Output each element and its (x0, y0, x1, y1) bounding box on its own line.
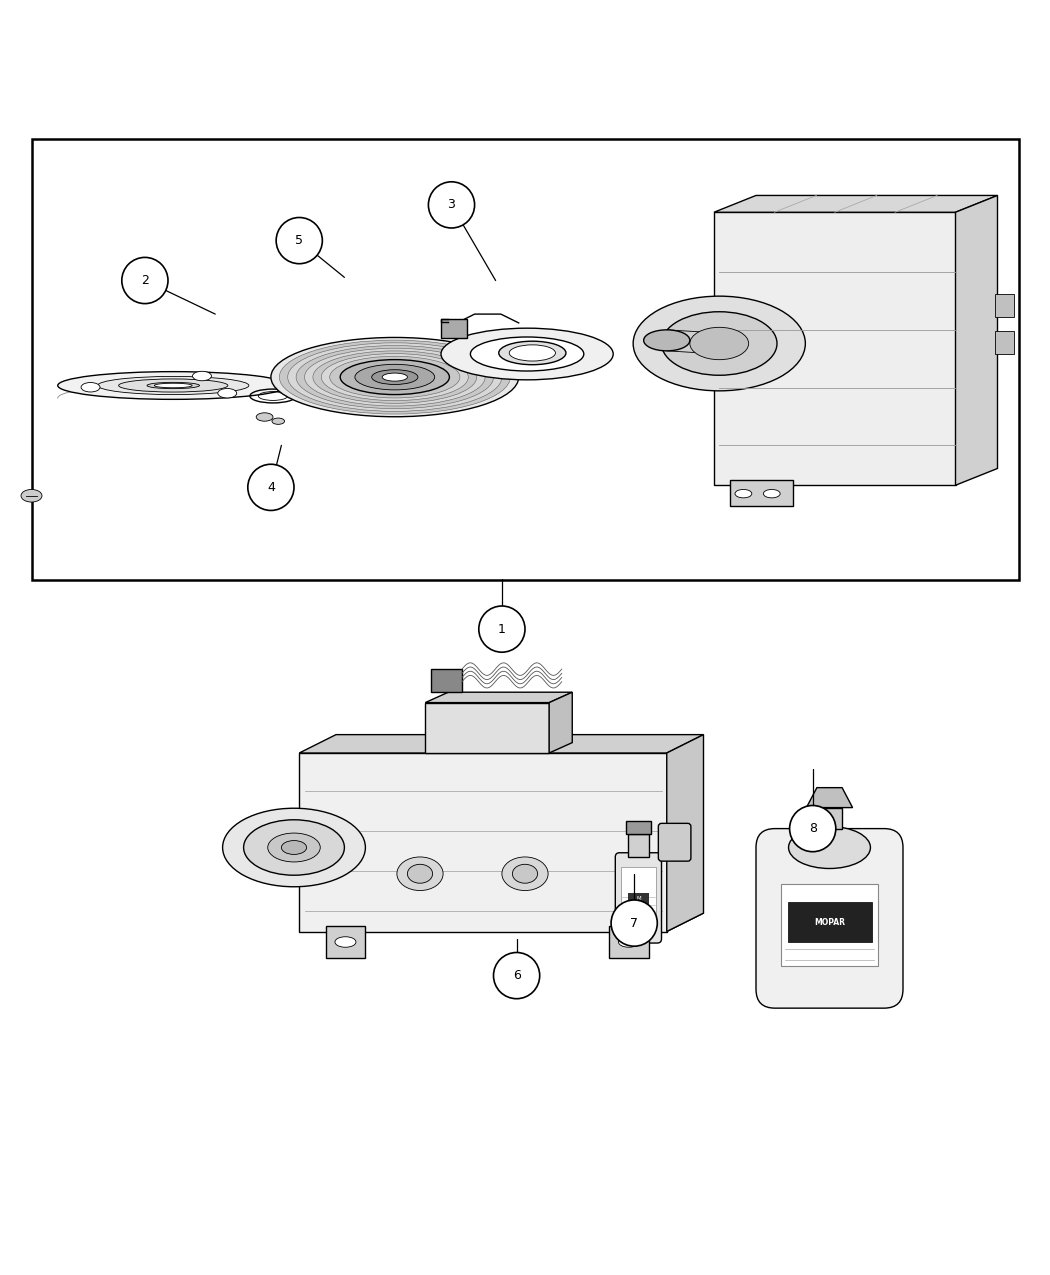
Ellipse shape (355, 365, 435, 390)
Circle shape (611, 900, 657, 946)
Bar (326, 926, 365, 958)
Ellipse shape (662, 311, 777, 375)
Circle shape (428, 182, 475, 228)
Ellipse shape (217, 389, 236, 398)
Ellipse shape (288, 343, 502, 412)
Ellipse shape (192, 371, 211, 381)
Text: 1: 1 (498, 622, 506, 636)
Bar (430, 669, 462, 692)
Ellipse shape (58, 371, 289, 399)
Text: MOPAR: MOPAR (814, 918, 845, 927)
Text: 3: 3 (447, 199, 456, 212)
Bar (628, 834, 649, 857)
Ellipse shape (340, 360, 449, 394)
Bar (425, 703, 549, 754)
Ellipse shape (268, 833, 320, 862)
Ellipse shape (763, 490, 780, 497)
Ellipse shape (223, 808, 365, 887)
Ellipse shape (789, 826, 870, 868)
Text: 2: 2 (141, 274, 149, 287)
Text: 4: 4 (267, 481, 275, 493)
Bar (441, 319, 467, 338)
Ellipse shape (690, 328, 749, 360)
Circle shape (276, 218, 322, 264)
Ellipse shape (499, 342, 566, 365)
Bar (995, 295, 1014, 317)
Bar (621, 867, 656, 926)
Ellipse shape (372, 370, 418, 385)
Circle shape (479, 606, 525, 653)
Text: 8: 8 (808, 822, 817, 835)
Ellipse shape (256, 413, 273, 421)
Bar (626, 821, 651, 834)
Bar (788, 903, 872, 942)
Ellipse shape (296, 346, 494, 409)
Ellipse shape (633, 296, 805, 391)
Ellipse shape (407, 864, 433, 884)
Circle shape (790, 806, 836, 852)
Ellipse shape (313, 351, 477, 403)
Ellipse shape (279, 340, 510, 414)
Polygon shape (299, 913, 704, 932)
Ellipse shape (81, 382, 100, 391)
Text: M: M (636, 896, 640, 901)
Circle shape (122, 258, 168, 303)
Ellipse shape (470, 337, 584, 371)
Ellipse shape (618, 937, 639, 947)
Ellipse shape (154, 384, 192, 388)
FancyBboxPatch shape (756, 829, 903, 1009)
Polygon shape (549, 692, 572, 754)
Bar (730, 479, 793, 506)
Ellipse shape (509, 344, 555, 361)
Ellipse shape (272, 418, 285, 425)
Text: 5: 5 (295, 235, 303, 247)
Bar (299, 754, 667, 932)
FancyBboxPatch shape (658, 824, 691, 861)
Ellipse shape (147, 382, 200, 389)
Polygon shape (425, 692, 572, 703)
Ellipse shape (244, 820, 344, 875)
Bar (817, 807, 842, 829)
Bar (609, 926, 649, 958)
Polygon shape (714, 195, 997, 212)
Ellipse shape (397, 857, 443, 890)
Circle shape (494, 952, 540, 998)
Ellipse shape (502, 857, 548, 890)
Ellipse shape (271, 338, 519, 417)
Ellipse shape (735, 490, 752, 497)
Bar (995, 332, 1014, 354)
Ellipse shape (281, 840, 307, 854)
Text: 6: 6 (512, 969, 521, 982)
Bar (714, 212, 956, 486)
Ellipse shape (304, 348, 485, 405)
Bar (32, 139, 1018, 580)
Text: 7: 7 (630, 917, 638, 929)
Ellipse shape (335, 937, 356, 947)
Ellipse shape (382, 374, 407, 381)
Ellipse shape (21, 490, 42, 502)
Bar (628, 892, 649, 905)
Polygon shape (956, 195, 997, 486)
Polygon shape (667, 734, 704, 932)
Ellipse shape (330, 356, 460, 398)
Ellipse shape (321, 353, 468, 400)
FancyBboxPatch shape (615, 853, 662, 944)
Polygon shape (299, 734, 704, 754)
Ellipse shape (98, 376, 249, 394)
Ellipse shape (644, 330, 690, 351)
Ellipse shape (512, 864, 538, 884)
Ellipse shape (441, 328, 613, 380)
Polygon shape (806, 788, 853, 807)
Bar (781, 884, 878, 966)
Circle shape (248, 464, 294, 510)
Ellipse shape (119, 379, 228, 391)
